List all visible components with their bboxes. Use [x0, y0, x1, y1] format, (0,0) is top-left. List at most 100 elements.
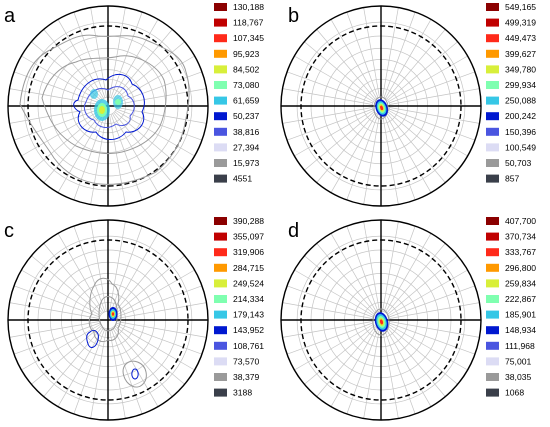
- radial-spoke: [9, 88, 100, 105]
- legend-swatch: [486, 341, 499, 350]
- legend-swatch: [486, 143, 499, 152]
- radial-spoke: [115, 269, 195, 316]
- radial-spoke: [316, 326, 376, 397]
- radial-spoke: [330, 233, 377, 313]
- radial-spoke: [382, 114, 399, 205]
- radial-spoke: [388, 269, 468, 316]
- legend-swatch: [214, 34, 227, 43]
- legend-swatch: [486, 159, 499, 167]
- legend-swatch: [214, 159, 227, 167]
- legend-label: 75,001: [505, 356, 532, 366]
- radial-spoke: [286, 108, 373, 141]
- radial-spoke: [330, 19, 377, 99]
- legend-label: 50,237: [233, 111, 260, 121]
- radial-spoke: [110, 11, 143, 98]
- legend-label: 73,080: [233, 80, 260, 90]
- contour-plot-a: [19, 34, 190, 185]
- radial-spoke: [112, 327, 159, 407]
- radial-spoke: [31, 325, 102, 385]
- radial-spoke: [304, 255, 375, 315]
- legend-swatch: [214, 81, 227, 89]
- radial-spoke: [389, 321, 480, 338]
- outer-circle: [280, 5, 482, 207]
- legend-swatch: [214, 326, 227, 335]
- contour-outer-b: [373, 96, 389, 120]
- legend-label: 27,394: [233, 142, 260, 152]
- legend-swatch: [486, 18, 499, 27]
- legend-swatch: [486, 34, 499, 43]
- radial-spoke: [114, 111, 185, 171]
- legend-swatch: [486, 96, 499, 105]
- legend-label: 857: [505, 174, 520, 184]
- panel-c: c 390,288 355,097 319,906 284,715 249,524 214…: [4, 216, 264, 421]
- legend-swatch: [486, 112, 499, 121]
- legend-swatch: [214, 112, 227, 121]
- radial-spoke: [90, 7, 107, 98]
- panel-b: b 549,165 499,319 449,473 399,627 349,780 299…: [280, 2, 536, 207]
- contour-plot-d: [372, 308, 390, 336]
- panel-letter-c: c: [4, 220, 14, 242]
- legend-label: 100,549: [505, 142, 536, 152]
- legend-swatch: [214, 388, 227, 397]
- legend-label: 95,923: [233, 49, 260, 59]
- radial-spoke: [13, 285, 100, 318]
- legend-d: 407,700 370,734 333,767 296,800 259,834 222,8…: [486, 216, 536, 398]
- radial-spoke: [116, 321, 207, 338]
- radial-spoke: [389, 108, 476, 141]
- legend-label: 61,659: [233, 96, 260, 106]
- legend-label: 259,834: [505, 278, 536, 288]
- legend-swatch: [486, 279, 499, 288]
- radial-spoke: [116, 285, 203, 318]
- radial-spoke: [21, 324, 101, 371]
- legend-label: 148,934: [505, 325, 536, 335]
- radial-spoke: [112, 113, 159, 193]
- legend-label: 3188: [233, 388, 252, 398]
- radial-spoke: [304, 111, 375, 171]
- legend-swatch: [214, 263, 227, 272]
- radial-spoke: [330, 327, 377, 407]
- radial-spoke: [109, 328, 126, 419]
- radial-spoke: [31, 41, 102, 101]
- legend-swatch: [486, 49, 499, 58]
- radial-spoke: [57, 327, 104, 407]
- legend-swatch: [214, 3, 227, 11]
- radial-spoke: [304, 41, 375, 101]
- radial-spoke: [304, 325, 375, 385]
- radial-spoke: [116, 88, 207, 105]
- radial-spoke: [363, 328, 380, 419]
- radial-spoke: [383, 225, 416, 312]
- radial-spoke: [387, 111, 458, 171]
- legend-swatch: [214, 65, 227, 74]
- legend-swatch: [486, 127, 499, 136]
- radial-spoke: [346, 114, 379, 201]
- radial-spoke: [9, 302, 100, 319]
- radial-spoke: [115, 324, 195, 371]
- legend-swatch: [214, 341, 227, 350]
- legend-swatch: [214, 279, 227, 288]
- radial-spoke: [294, 324, 374, 371]
- radial-spoke: [116, 302, 207, 319]
- legend-swatch: [486, 248, 499, 257]
- radial-spoke: [282, 107, 373, 124]
- radial-spoke: [387, 325, 458, 385]
- radial-spoke: [382, 328, 399, 419]
- legend-swatch: [214, 310, 227, 319]
- contour-yellow-a: [99, 106, 105, 114]
- radial-spoke: [21, 110, 101, 157]
- legend-label: 390,288: [233, 216, 264, 226]
- legend-label: 118,767: [233, 18, 264, 28]
- legend-label: 38,816: [233, 127, 260, 137]
- radial-spoke: [112, 19, 159, 99]
- legend-swatch: [486, 174, 499, 183]
- radial-spoke: [389, 107, 480, 124]
- contour-red-c: [111, 312, 115, 316]
- radial-spoke: [113, 29, 173, 100]
- legend-swatch: [214, 232, 227, 241]
- radial-spoke: [385, 19, 432, 99]
- radial-spoke: [389, 322, 476, 355]
- panel-letter-a: a: [4, 5, 16, 27]
- contour-plot-c: [86, 277, 147, 388]
- radial-spoke: [385, 327, 432, 407]
- radial-spoke: [383, 114, 416, 201]
- radial-spoke: [110, 328, 143, 415]
